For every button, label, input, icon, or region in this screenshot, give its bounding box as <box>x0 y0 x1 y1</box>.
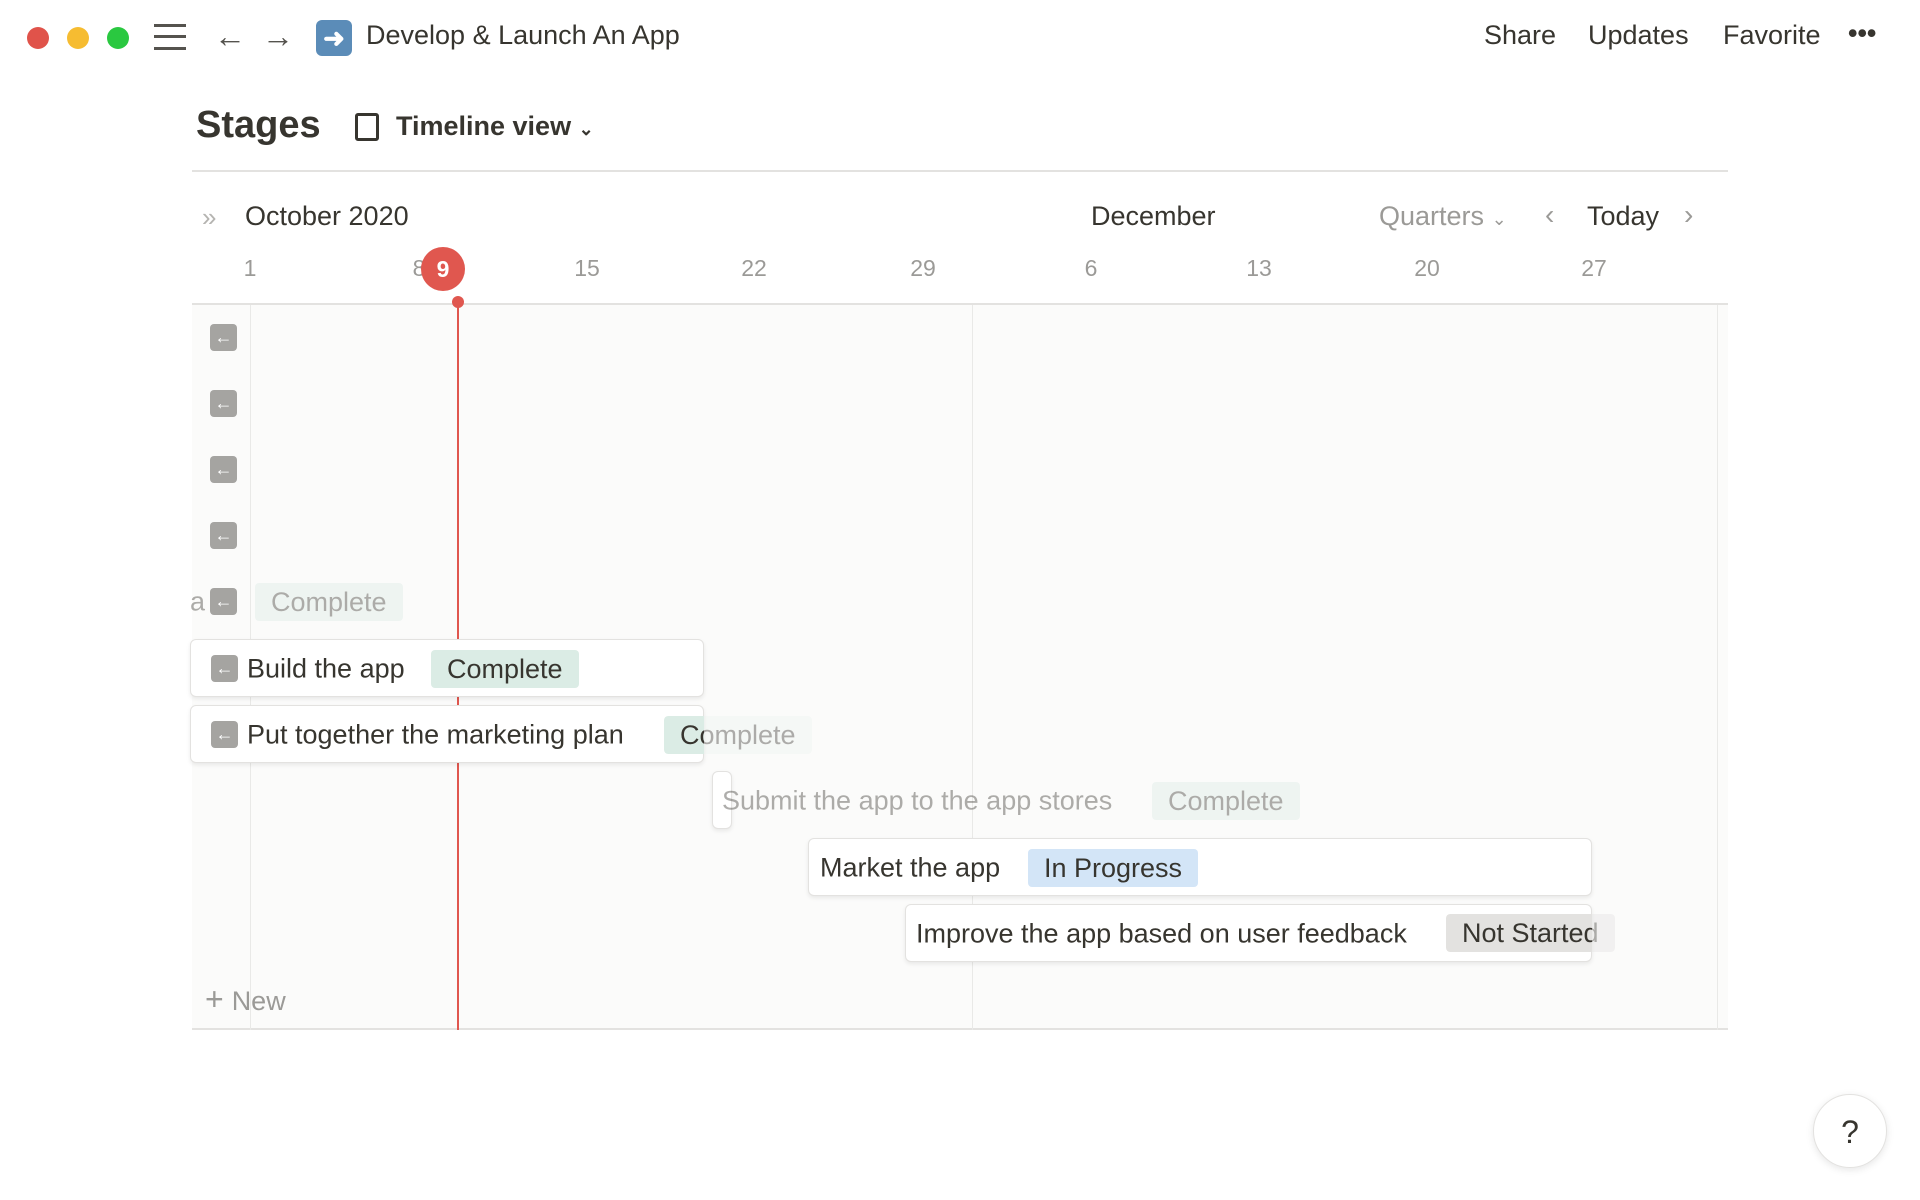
day-label: 6 <box>1084 255 1098 281</box>
timeline-card[interactable]: ← Put together the marketing plan <box>190 705 704 763</box>
collapse-sidebar-icon[interactable]: » <box>202 202 217 232</box>
item-name: Build the app <box>247 653 405 684</box>
day-label: 13 <box>1246 255 1272 281</box>
day-label: 20 <box>1414 255 1440 281</box>
gridline <box>1717 305 1718 1030</box>
maximize-window-button[interactable] <box>107 27 129 49</box>
day-label: 29 <box>910 255 936 281</box>
item-name: Market the app <box>820 852 1001 883</box>
chevron-down-icon: ⌄ <box>578 119 594 139</box>
updates-button[interactable]: Updates <box>1588 20 1689 50</box>
new-label: New <box>231 986 286 1016</box>
today-button[interactable]: Today <box>1587 201 1660 231</box>
header-border <box>192 303 1728 305</box>
timeline-view-icon <box>355 113 379 141</box>
plus-icon: + <box>205 981 224 1017</box>
status-badge: Complete <box>255 583 403 621</box>
back-arrow-icon[interactable]: ← <box>214 18 246 54</box>
previous-period-button[interactable]: ‹ <box>1545 199 1555 230</box>
timeline-card[interactable]: Market the app In Progress <box>808 838 1592 896</box>
more-options-button[interactable]: ••• <box>1848 18 1877 48</box>
chevron-down-icon: ⌄ <box>1491 209 1507 229</box>
status-badge: Complete <box>431 650 579 688</box>
timeline-card[interactable] <box>712 771 732 829</box>
share-button[interactable]: Share <box>1484 20 1557 50</box>
day-label: 22 <box>741 255 767 281</box>
database-title: Stages <box>196 104 321 146</box>
today-line-dot <box>452 296 464 308</box>
help-button[interactable]: ? <box>1813 1094 1887 1168</box>
status-badge: Not Started <box>1446 914 1615 952</box>
scroll-to-item-arrow-icon[interactable]: ← <box>210 522 237 549</box>
minimize-window-button[interactable] <box>67 27 89 49</box>
day-label: 1 <box>243 255 257 281</box>
close-window-button[interactable] <box>27 27 49 49</box>
day-label: 15 <box>574 255 600 281</box>
scroll-to-item-arrow-icon[interactable]: ← <box>210 324 237 351</box>
menu-icon[interactable] <box>154 24 186 50</box>
status-badge: Complete <box>1152 782 1300 820</box>
item-name: Put together the marketing plan <box>247 719 624 750</box>
new-item-button[interactable]: + New <box>205 981 286 1018</box>
page-title: Develop & Launch An App <box>366 20 680 50</box>
favorite-button[interactable]: Favorite <box>1723 20 1821 50</box>
month-label-left: October 2020 <box>245 201 409 231</box>
arrow-right-emoji-icon: ➜ <box>316 20 352 56</box>
scroll-to-item-arrow-icon[interactable]: ← <box>211 655 238 682</box>
status-badge: Complete <box>664 716 812 754</box>
scroll-to-item-arrow-icon[interactable]: ← <box>210 588 237 615</box>
view-name: Timeline view <box>396 111 572 141</box>
day-label: 27 <box>1581 255 1607 281</box>
view-selector[interactable]: Timeline view ⌄ <box>396 111 594 142</box>
gridline-december <box>972 305 973 1030</box>
today-marker: 9 <box>421 247 465 291</box>
status-badge: In Progress <box>1028 849 1199 887</box>
month-label-december: December <box>1091 201 1216 231</box>
item-name: a <box>190 586 206 617</box>
forward-arrow-icon[interactable]: → <box>262 18 294 54</box>
item-name: Improve the app based on user feedback <box>916 918 1407 949</box>
scroll-to-item-arrow-icon[interactable]: ← <box>210 456 237 483</box>
scroll-to-item-arrow-icon[interactable]: ← <box>210 390 237 417</box>
scale-label: Quarters <box>1379 201 1485 231</box>
divider <box>192 170 1728 172</box>
timeline-card[interactable]: ← Build the app Complete <box>190 639 704 697</box>
scroll-to-item-arrow-icon[interactable]: ← <box>211 721 238 748</box>
zoom-scale-dropdown[interactable]: Quarters ⌄ <box>1379 201 1507 232</box>
next-period-button[interactable]: › <box>1684 199 1694 230</box>
item-name: Submit the app to the app stores <box>722 785 1113 816</box>
